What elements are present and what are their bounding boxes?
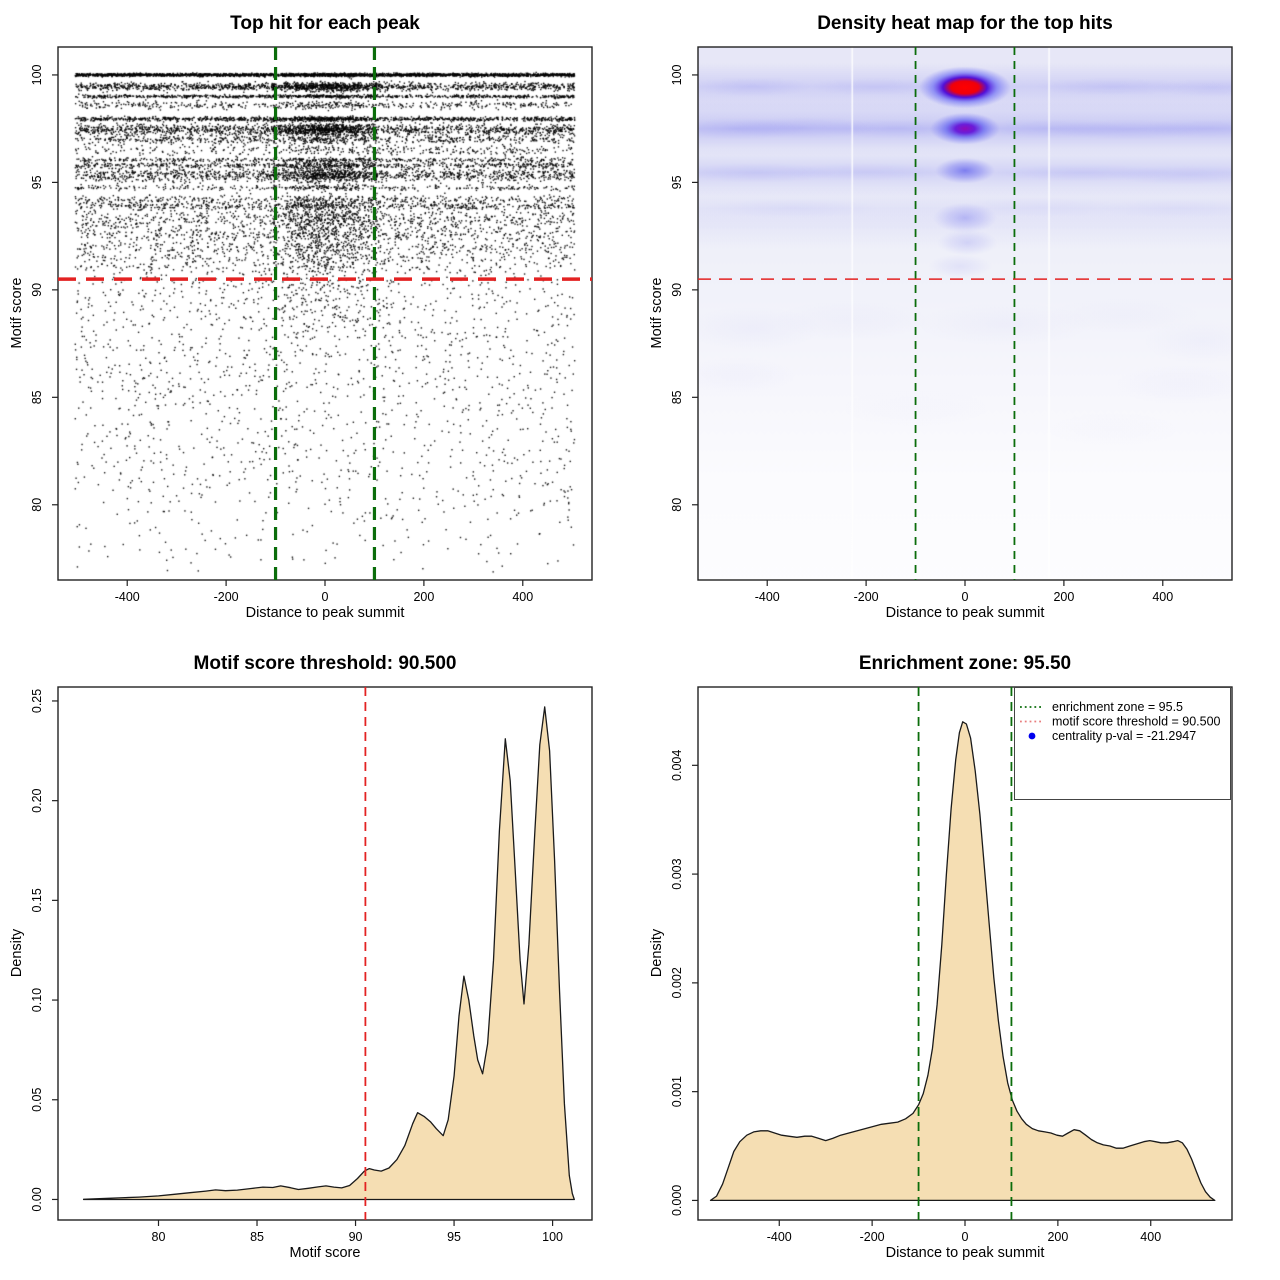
scatter-x-axis-label: Distance to peak summit bbox=[245, 605, 405, 621]
y-tick-label: 0.001 bbox=[670, 1076, 684, 1107]
legend-item-label: motif score threshold = 90.500 bbox=[1052, 715, 1221, 729]
position-density-curve bbox=[709, 721, 1216, 1202]
x-tick-label: 400 bbox=[1140, 1230, 1161, 1244]
plot-border bbox=[697, 686, 1233, 1221]
heatmap-x-axis-label: Distance to peak summit bbox=[885, 605, 1045, 621]
x-tick-label: 0 bbox=[962, 590, 969, 604]
y-tick-label: 0.004 bbox=[670, 750, 684, 781]
x-tick-label: 400 bbox=[1152, 590, 1173, 604]
y-tick-label: 80 bbox=[670, 498, 684, 512]
heatmap-title: Density heat map for the top hits bbox=[817, 13, 1113, 34]
panel-motif-score-density: Motif score threshold: 90.500 Density 80… bbox=[0, 640, 640, 1280]
x-tick-label: 200 bbox=[1047, 1230, 1068, 1244]
y-tick-label: 0.25 bbox=[30, 689, 44, 713]
x-tick-label: 200 bbox=[413, 590, 434, 604]
heatmap-canvas bbox=[698, 47, 1232, 580]
x-tick-label: 95 bbox=[447, 1230, 461, 1244]
score-density-x-axis-label: Motif score bbox=[289, 1245, 361, 1261]
position-density-x-axis-label: Distance to peak summit bbox=[885, 1245, 1045, 1261]
legend-point-symbol bbox=[1028, 732, 1036, 740]
position-density-plot: -400 -200 0 200 400 0.000 0.001 0.002 0.003 0.004… bbox=[670, 686, 1233, 1244]
y-tick-label: 0.10 bbox=[30, 988, 44, 1012]
y-tick-label: 0.20 bbox=[30, 788, 44, 812]
y-tick-label: 0.002 bbox=[670, 967, 684, 998]
y-tick-label: 80 bbox=[30, 498, 44, 512]
x-tick-label: -200 bbox=[214, 590, 239, 604]
y-tick-label: 0.003 bbox=[670, 858, 684, 889]
x-tick-label: -200 bbox=[854, 590, 879, 604]
x-tick-label: 0 bbox=[322, 590, 329, 604]
scatter-title: Top hit for each peak bbox=[230, 13, 420, 34]
scatter-y-axis-label: Motif score bbox=[9, 277, 25, 349]
position-density-y-axis-label: Density bbox=[649, 928, 665, 978]
score-density-plot: 80 85 90 95 100 0.00 0.05 0.10 0.15 0.20 0.25 bbox=[30, 686, 593, 1244]
panel-top-hit-scatter: Top hit for each peak Motif score -400 -2… bbox=[0, 0, 640, 640]
x-tick-label: -400 bbox=[115, 590, 140, 604]
legend-box bbox=[1014, 687, 1231, 800]
y-tick-label: 0.000 bbox=[670, 1185, 684, 1216]
x-tick-label: 80 bbox=[152, 1230, 166, 1244]
legend-item-label: enrichment zone = 95.5 bbox=[1052, 700, 1183, 714]
x-tick-label: 0 bbox=[962, 1230, 969, 1244]
score-density-title: Motif score threshold: 90.500 bbox=[193, 653, 457, 674]
legend-item-label: centrality p-val = -21.2947 bbox=[1052, 729, 1196, 743]
y-tick-label: 0.00 bbox=[30, 1187, 44, 1211]
x-tick-label: -400 bbox=[767, 1230, 792, 1244]
y-tick-label: 95 bbox=[30, 175, 44, 189]
y-tick-label: 85 bbox=[670, 390, 684, 404]
x-tick-label: 400 bbox=[512, 590, 533, 604]
x-tick-label: 200 bbox=[1053, 590, 1074, 604]
motif-score-density-curve bbox=[82, 706, 575, 1201]
x-tick-label: -400 bbox=[755, 590, 780, 604]
x-tick-label: -200 bbox=[860, 1230, 885, 1244]
y-tick-label: 0.15 bbox=[30, 888, 44, 912]
plot-border bbox=[57, 686, 593, 1221]
y-tick-label: 90 bbox=[670, 283, 684, 297]
y-tick-label: 95 bbox=[670, 175, 684, 189]
position-density-title: Enrichment zone: 95.50 bbox=[858, 653, 1072, 674]
y-tick-label: 100 bbox=[30, 64, 44, 85]
panel-enrichment-zone-density: Enrichment zone: 95.50 Density -400 -200 0… bbox=[640, 640, 1280, 1280]
heatmap-y-axis-label: Motif score bbox=[649, 277, 665, 349]
panel-density-heatmap: Density heat map for the top hits Motif … bbox=[640, 0, 1280, 640]
x-tick-label: 85 bbox=[250, 1230, 264, 1244]
y-tick-label: 90 bbox=[30, 283, 44, 297]
x-tick-label: 90 bbox=[349, 1230, 363, 1244]
x-tick-label: 100 bbox=[542, 1230, 563, 1244]
score-density-y-axis-label: Density bbox=[9, 928, 25, 978]
scatter-points-canvas bbox=[58, 47, 592, 580]
y-tick-label: 100 bbox=[670, 64, 684, 85]
y-tick-label: 85 bbox=[30, 390, 44, 404]
y-tick-label: 0.05 bbox=[30, 1088, 44, 1112]
